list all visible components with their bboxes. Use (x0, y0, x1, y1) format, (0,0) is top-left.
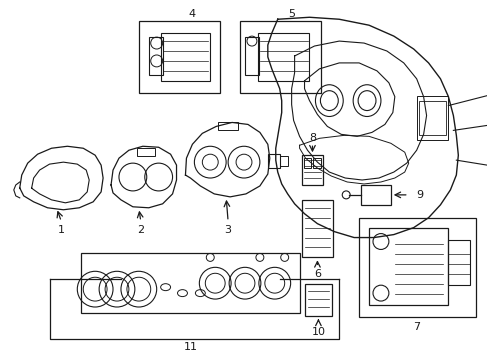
Bar (148, 37, 163, 75)
Bar (81, 253, 299, 313)
Bar (267, 154, 279, 168)
Text: 3: 3 (224, 225, 231, 235)
Text: 4: 4 (188, 9, 196, 19)
Text: 8: 8 (308, 133, 315, 143)
Bar (304, 284, 332, 316)
Text: 11: 11 (183, 342, 197, 352)
Bar (358, 218, 475, 317)
Bar (447, 239, 469, 285)
Text: 2: 2 (137, 225, 144, 235)
Bar (301, 155, 323, 185)
Bar (301, 200, 333, 257)
Bar (218, 122, 238, 130)
Bar (240, 21, 321, 93)
Bar (416, 96, 447, 140)
Bar (418, 100, 446, 135)
Bar (303, 158, 311, 168)
Bar (161, 33, 210, 81)
Text: 1: 1 (58, 225, 65, 235)
Bar (139, 21, 220, 93)
Text: 7: 7 (412, 322, 419, 332)
Bar (257, 33, 309, 81)
Bar (313, 158, 321, 168)
Bar (137, 148, 154, 156)
Text: 6: 6 (313, 269, 320, 279)
Text: 10: 10 (311, 327, 325, 337)
Text: 9: 9 (416, 190, 423, 200)
Bar (368, 228, 447, 305)
Bar (244, 37, 258, 75)
Bar (279, 156, 287, 166)
Bar (360, 185, 390, 205)
Text: 5: 5 (287, 9, 295, 19)
